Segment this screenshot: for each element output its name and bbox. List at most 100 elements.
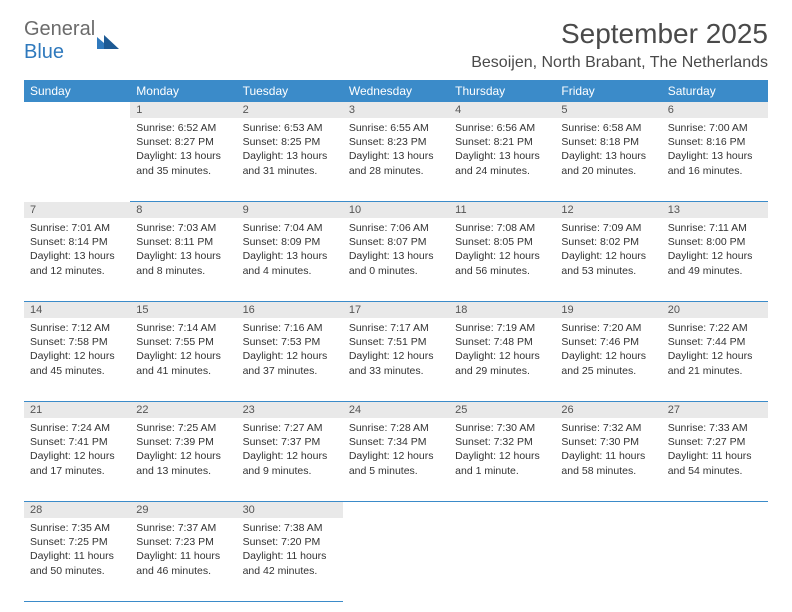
- cell-line: and 28 minutes.: [349, 164, 443, 178]
- cell-line: Sunrise: 7:33 AM: [668, 421, 762, 435]
- calendar-cell: Sunrise: 7:27 AMSunset: 7:37 PMDaylight:…: [237, 418, 343, 502]
- cell-line: Sunset: 7:39 PM: [136, 435, 230, 449]
- day-number: 26: [555, 402, 661, 418]
- cell-line: Sunrise: 7:19 AM: [455, 321, 549, 335]
- cell-line: Sunset: 7:34 PM: [349, 435, 443, 449]
- cell-line: Sunrise: 7:12 AM: [30, 321, 124, 335]
- cell-line: Daylight: 12 hours: [136, 349, 230, 363]
- logo-blue-text: Blue: [24, 41, 64, 63]
- cell-line: and 45 minutes.: [30, 364, 124, 378]
- cell-line: Sunrise: 6:53 AM: [243, 121, 337, 135]
- calendar-cell: Sunrise: 7:30 AMSunset: 7:32 PMDaylight:…: [449, 418, 555, 502]
- cell-line: Sunset: 7:27 PM: [668, 435, 762, 449]
- header-right: September 2025 Besoijen, North Brabant, …: [471, 18, 768, 72]
- day-number: [449, 502, 555, 518]
- cell-line: and 20 minutes.: [561, 164, 655, 178]
- calendar-cell-blank: [662, 518, 768, 602]
- header-row: General Blue September 2025 Besoijen, No…: [24, 18, 768, 72]
- calendar-cell-blank: [449, 518, 555, 602]
- cell-line: Sunrise: 6:55 AM: [349, 121, 443, 135]
- calendar-cell: Sunrise: 7:14 AMSunset: 7:55 PMDaylight:…: [130, 318, 236, 402]
- cell-line: Sunset: 7:25 PM: [30, 535, 124, 549]
- calendar-cell: Sunrise: 7:17 AMSunset: 7:51 PMDaylight:…: [343, 318, 449, 402]
- cell-line: Sunset: 8:00 PM: [668, 235, 762, 249]
- cell-line: Sunrise: 7:38 AM: [243, 521, 337, 535]
- cell-line: Sunrise: 7:00 AM: [668, 121, 762, 135]
- cell-line: and 41 minutes.: [136, 364, 230, 378]
- day-number: 2: [237, 102, 343, 118]
- calendar-grid: SundayMondayTuesdayWednesdayThursdayFrid…: [24, 80, 768, 602]
- cell-line: Sunrise: 6:56 AM: [455, 121, 549, 135]
- cell-line: and 53 minutes.: [561, 264, 655, 278]
- cell-line: Sunset: 8:27 PM: [136, 135, 230, 149]
- cell-line: Daylight: 12 hours: [668, 349, 762, 363]
- day-number: 11: [449, 202, 555, 218]
- day-number: 29: [130, 502, 236, 518]
- cell-line: and 58 minutes.: [561, 464, 655, 478]
- cell-line: Sunset: 8:25 PM: [243, 135, 337, 149]
- cell-line: and 24 minutes.: [455, 164, 549, 178]
- cell-line: and 25 minutes.: [561, 364, 655, 378]
- calendar-cell: Sunrise: 6:56 AMSunset: 8:21 PMDaylight:…: [449, 118, 555, 202]
- cell-line: and 31 minutes.: [243, 164, 337, 178]
- cell-line: Sunrise: 7:35 AM: [30, 521, 124, 535]
- cell-line: Sunrise: 7:03 AM: [136, 221, 230, 235]
- cell-line: Daylight: 13 hours: [136, 149, 230, 163]
- cell-line: Daylight: 11 hours: [30, 549, 124, 563]
- cell-line: Sunset: 7:58 PM: [30, 335, 124, 349]
- cell-line: Sunrise: 7:17 AM: [349, 321, 443, 335]
- cell-line: Daylight: 13 hours: [349, 149, 443, 163]
- cell-line: Daylight: 12 hours: [349, 449, 443, 463]
- cell-line: and 8 minutes.: [136, 264, 230, 278]
- cell-line: Sunrise: 6:52 AM: [136, 121, 230, 135]
- cell-line: Sunset: 8:02 PM: [561, 235, 655, 249]
- cell-line: and 50 minutes.: [30, 564, 124, 578]
- cell-line: Sunrise: 7:32 AM: [561, 421, 655, 435]
- cell-line: Daylight: 12 hours: [455, 349, 549, 363]
- calendar-cell: Sunrise: 7:11 AMSunset: 8:00 PMDaylight:…: [662, 218, 768, 302]
- cell-line: Daylight: 11 hours: [136, 549, 230, 563]
- cell-line: Sunset: 7:30 PM: [561, 435, 655, 449]
- cell-line: Sunrise: 7:20 AM: [561, 321, 655, 335]
- cell-line: Daylight: 13 hours: [668, 149, 762, 163]
- day-number: [555, 502, 661, 518]
- cell-line: Daylight: 12 hours: [455, 449, 549, 463]
- cell-line: Sunset: 8:09 PM: [243, 235, 337, 249]
- cell-line: and 49 minutes.: [668, 264, 762, 278]
- logo-general-text: General: [24, 18, 95, 40]
- day-number: 1: [130, 102, 236, 118]
- dayhead-thursday: Thursday: [449, 80, 555, 102]
- cell-line: Sunrise: 7:04 AM: [243, 221, 337, 235]
- cell-line: Sunrise: 7:25 AM: [136, 421, 230, 435]
- logo: General Blue: [24, 18, 119, 64]
- calendar-cell: Sunrise: 6:53 AMSunset: 8:25 PMDaylight:…: [237, 118, 343, 202]
- dayhead-saturday: Saturday: [662, 80, 768, 102]
- cell-line: Sunrise: 7:14 AM: [136, 321, 230, 335]
- cell-line: Sunrise: 7:01 AM: [30, 221, 124, 235]
- cell-line: Sunset: 8:11 PM: [136, 235, 230, 249]
- day-number: 24: [343, 402, 449, 418]
- cell-line: Sunrise: 6:58 AM: [561, 121, 655, 135]
- day-number: [343, 502, 449, 518]
- day-number: 14: [24, 302, 130, 318]
- cell-line: and 1 minute.: [455, 464, 549, 478]
- cell-line: Sunset: 8:14 PM: [30, 235, 124, 249]
- cell-line: and 4 minutes.: [243, 264, 337, 278]
- cell-line: Sunset: 7:51 PM: [349, 335, 443, 349]
- calendar-cell: Sunrise: 7:35 AMSunset: 7:25 PMDaylight:…: [24, 518, 130, 602]
- cell-line: Daylight: 13 hours: [243, 249, 337, 263]
- cell-line: and 56 minutes.: [455, 264, 549, 278]
- day-number: 23: [237, 402, 343, 418]
- day-number: 25: [449, 402, 555, 418]
- cell-line: and 16 minutes.: [668, 164, 762, 178]
- cell-line: Daylight: 13 hours: [136, 249, 230, 263]
- cell-line: Sunset: 8:23 PM: [349, 135, 443, 149]
- cell-line: Sunset: 7:55 PM: [136, 335, 230, 349]
- cell-line: Sunrise: 7:28 AM: [349, 421, 443, 435]
- dayhead-sunday: Sunday: [24, 80, 130, 102]
- cell-line: Sunset: 8:16 PM: [668, 135, 762, 149]
- day-number: 21: [24, 402, 130, 418]
- day-number: 12: [555, 202, 661, 218]
- calendar-cell-blank: [343, 518, 449, 602]
- cell-line: Daylight: 11 hours: [668, 449, 762, 463]
